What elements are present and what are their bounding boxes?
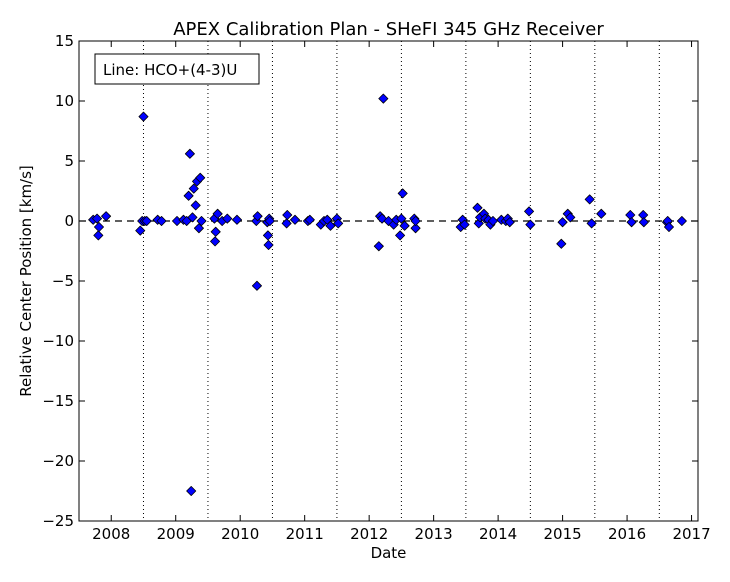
- x-tick-label: 2015: [544, 525, 582, 543]
- x-tick-label: 2009: [157, 525, 195, 543]
- y-tick-label: 10: [55, 92, 74, 110]
- data-point: [193, 223, 204, 234]
- legend-box: [94, 53, 260, 85]
- x-tick-label: 2011: [286, 525, 324, 543]
- data-point: [251, 280, 262, 291]
- y-tick-label: 15: [55, 32, 74, 50]
- data-point: [263, 240, 274, 250]
- data-point: [101, 211, 112, 222]
- data-point: [190, 200, 201, 211]
- data-point: [524, 206, 535, 217]
- data-point: [410, 223, 421, 234]
- x-tick-label: 2013: [415, 525, 453, 543]
- data-point: [638, 217, 649, 228]
- data-point: [472, 202, 483, 213]
- data-point: [135, 225, 146, 236]
- data-point: [373, 241, 384, 252]
- data-point: [252, 211, 263, 222]
- data-point: [183, 190, 194, 201]
- data-point: [195, 172, 206, 183]
- data-point: [210, 226, 221, 237]
- data-point: [92, 213, 103, 224]
- data-point: [676, 216, 687, 226]
- data-point: [663, 222, 674, 232]
- data-point: [626, 217, 637, 228]
- data-point: [473, 218, 484, 229]
- x-tick-label: 2012: [350, 525, 388, 543]
- x-tick-label: 2016: [608, 525, 646, 543]
- chart-title: APEX Calibration Plan - SHeFI 345 GHz Re…: [173, 19, 604, 40]
- data-point: [93, 230, 104, 241]
- data-point: [395, 230, 406, 241]
- data-point: [187, 212, 198, 223]
- x-axis-ticks: 2008 2009 2010 2011 2012 2013 2014 2015 2016 2017: [92, 41, 711, 543]
- data-point: [188, 183, 199, 194]
- x-tick-label: 2017: [672, 525, 710, 543]
- data-point: [584, 194, 595, 205]
- x-tick-label: 2010: [221, 525, 259, 543]
- data-point: [281, 218, 292, 229]
- y-axis-ticks: 15 10 5 0 −5 −10 −15 −20 −25: [42, 32, 698, 530]
- data-point: [262, 230, 273, 241]
- data-point: [93, 222, 104, 232]
- data-point: [378, 93, 389, 104]
- data-point: [525, 219, 536, 230]
- y-tick-label: −5: [52, 272, 74, 290]
- y-axis-title: Relative Center Position [km/s]: [17, 165, 35, 397]
- x-tick-label: 2014: [479, 525, 517, 543]
- data-point: [222, 213, 233, 224]
- y-tick-label: −20: [42, 452, 74, 470]
- data-point: [504, 217, 515, 228]
- data-point: [487, 216, 498, 226]
- legend-text: Line: HCO+(4-3)U: [103, 61, 237, 79]
- y-tick-label: 0: [64, 212, 74, 230]
- data-point: [399, 220, 410, 231]
- data-point: [410, 216, 421, 226]
- x-tick-label: 2008: [92, 525, 130, 543]
- x-axis-title: Date: [371, 544, 407, 562]
- data-point: [184, 148, 195, 159]
- data-point: [325, 220, 336, 231]
- legend: Line: HCO+(4-3)U: [94, 53, 260, 85]
- data-point: [282, 210, 293, 220]
- data-point: [396, 213, 407, 224]
- data-point: [397, 188, 408, 199]
- data-point: [586, 218, 597, 229]
- data-point: [290, 214, 301, 225]
- data-point: [333, 218, 344, 229]
- data-point: [156, 216, 167, 226]
- data-point: [186, 486, 197, 496]
- data-point: [196, 216, 207, 226]
- data-point: [210, 236, 221, 247]
- data-point: [212, 208, 223, 219]
- y-tick-label: 5: [64, 152, 74, 170]
- data-point: [556, 238, 567, 249]
- data-point: [459, 219, 470, 230]
- data-point: [264, 216, 275, 226]
- y-tick-label: −10: [42, 332, 74, 350]
- data-points: [88, 93, 687, 496]
- data-point: [304, 214, 315, 225]
- data-point: [557, 217, 568, 228]
- plot-area: [79, 41, 698, 521]
- data-point: [141, 216, 152, 226]
- y-tick-label: −15: [42, 392, 74, 410]
- data-point: [565, 212, 576, 223]
- data-point: [596, 208, 607, 219]
- y-tick-label: −25: [42, 512, 74, 530]
- data-point: [138, 111, 149, 122]
- data-point: [231, 214, 242, 225]
